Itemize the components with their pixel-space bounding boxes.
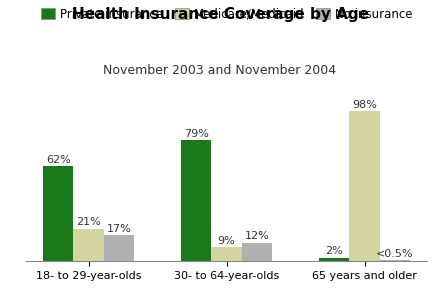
- Text: 62%: 62%: [46, 155, 70, 165]
- Bar: [242, 243, 272, 261]
- Legend: Private insurance, Medicare/Medicaid, No insurance: Private insurance, Medicare/Medicaid, No…: [36, 3, 417, 25]
- Bar: [43, 166, 73, 261]
- Bar: [349, 111, 380, 261]
- Text: Health Insurance Coverage by Age: Health Insurance Coverage by Age: [72, 8, 368, 22]
- Text: 9%: 9%: [218, 236, 235, 246]
- Text: 98%: 98%: [352, 100, 377, 110]
- Bar: [73, 229, 104, 261]
- Bar: [380, 260, 410, 261]
- Text: November 2003 and November 2004: November 2003 and November 2004: [103, 64, 337, 77]
- Text: 12%: 12%: [245, 231, 269, 241]
- Text: 17%: 17%: [106, 224, 131, 233]
- Bar: [211, 247, 242, 261]
- Text: 79%: 79%: [184, 129, 209, 139]
- Text: 21%: 21%: [76, 218, 101, 227]
- Bar: [181, 140, 211, 261]
- Text: <0.5%: <0.5%: [376, 249, 414, 259]
- Text: 2%: 2%: [326, 246, 343, 256]
- Bar: [104, 235, 134, 261]
- Bar: [319, 258, 349, 261]
